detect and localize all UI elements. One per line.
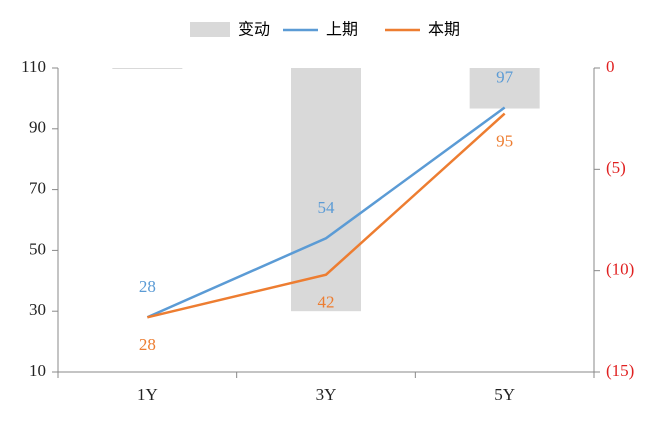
y2-tick-label: (10)	[606, 260, 634, 279]
y2-tick-label: 0	[606, 57, 615, 76]
y-tick-label: 10	[29, 361, 46, 380]
legend-swatch	[190, 22, 230, 37]
y-tick-label: 50	[29, 239, 46, 258]
bar	[469, 68, 540, 109]
data-label: 42	[318, 293, 335, 312]
data-label: 28	[139, 335, 156, 354]
y-tick-label: 70	[29, 179, 46, 198]
y2-tick-label: (15)	[606, 361, 634, 380]
y-tick-label: 30	[29, 300, 46, 319]
x-tick-label: 3Y	[316, 385, 337, 404]
data-label: 95	[496, 132, 513, 151]
y-tick-label: 110	[21, 57, 46, 76]
legend-label: 上期	[326, 20, 358, 39]
bar	[112, 68, 183, 69]
data-label: 54	[318, 198, 336, 217]
y-tick-label: 90	[29, 118, 46, 137]
legend-label: 本期	[428, 20, 460, 39]
legend: 变动 上期 本期	[190, 20, 460, 39]
line	[147, 112, 506, 319]
data-label: 28	[139, 277, 156, 296]
legend-label: 变动	[238, 20, 270, 39]
x-tick-label: 1Y	[137, 385, 158, 404]
data-label: 97	[496, 67, 514, 86]
bar	[291, 68, 361, 312]
x-tick-label: 5Y	[494, 385, 515, 404]
y2-tick-label: (5)	[606, 158, 626, 177]
line	[146, 106, 506, 319]
